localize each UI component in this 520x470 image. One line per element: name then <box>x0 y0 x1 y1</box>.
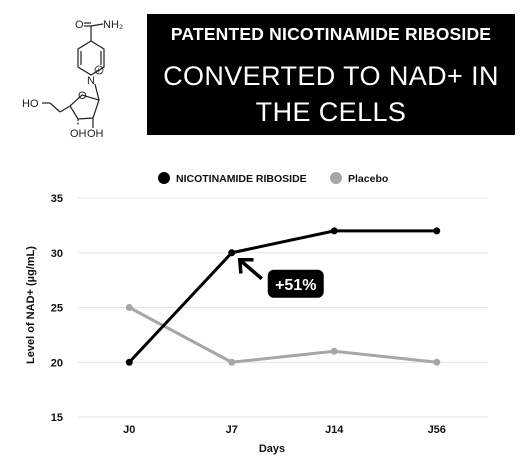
title-banner: PATENTED NICOTINAMIDE RIBOSIDE CONVERTED… <box>147 14 515 135</box>
data-point-placebo <box>433 358 441 366</box>
ribose-oxygen-label: O <box>78 90 87 102</box>
x-axis-ticks: J0 J7 J14 J56 <box>123 424 446 436</box>
chart-series <box>125 227 441 366</box>
data-point-nicotinamide-riboside <box>330 227 338 235</box>
x-axis-label: Days <box>259 443 285 455</box>
x-tick-label: J14 <box>325 424 344 436</box>
x-tick-label: J0 <box>123 424 135 436</box>
y-tick-label: 35 <box>51 193 63 205</box>
legend-marker <box>330 172 342 184</box>
x-tick-label: J56 <box>428 424 446 436</box>
nad-level-chart: NICOTINAMIDE RIBOSIDE Placebo 1520253035 … <box>25 172 488 455</box>
data-point-placebo <box>330 347 338 355</box>
chart-legend: NICOTINAMIDE RIBOSIDE Placebo <box>158 172 388 185</box>
banner-subheadline: CONVERTED TO NAD+ IN THE CELLS <box>163 61 499 127</box>
data-point-nicotinamide-riboside <box>228 249 236 257</box>
data-point-placebo <box>125 304 133 311</box>
y-tick-label: 25 <box>51 303 63 315</box>
hydroxyl-left-label: HO <box>22 98 39 110</box>
y-tick-label: 15 <box>51 412 63 424</box>
y-axis-label: Level of NAD+ (µg/mL) <box>25 246 37 364</box>
y-tick-label: 20 <box>51 357 63 369</box>
annotation-badge <box>267 269 324 298</box>
data-point-nicotinamide-riboside <box>125 358 133 366</box>
hydroxyl-bottom-right-label: OH <box>87 128 104 140</box>
chart-annotation: +51% <box>237 258 324 298</box>
hydroxyl-bottom-left-label: OH <box>70 128 87 140</box>
annotation-label: +51% <box>275 277 316 294</box>
carbonyl-oxygen-label: O <box>75 19 84 31</box>
amide-label: NH₂ <box>103 19 123 31</box>
legend-label: Placebo <box>348 173 388 185</box>
positive-charge-circle <box>94 65 104 75</box>
y-axis-ticks: 15 20 25 30 35 <box>51 193 63 424</box>
data-point-placebo <box>228 358 236 366</box>
data-point-nicotinamide-riboside <box>433 227 441 235</box>
series-line-nicotinamide-riboside <box>128 229 437 364</box>
x-tick-label: J7 <box>226 424 238 436</box>
y-tick-label: 30 <box>51 248 63 260</box>
banner-headline: PATENTED NICOTINAMIDE RIBOSIDE <box>170 24 492 44</box>
ring-nitrogen-label: N <box>87 75 95 87</box>
positive-charge-label: + <box>96 66 101 75</box>
annotation-arrow-head <box>237 258 254 274</box>
nicotinamide-riboside-structure: NH₂ O N + O HO OH OH <box>22 19 123 140</box>
legend-marker <box>158 172 170 184</box>
legend-label: NICOTINAMIDE RIBOSIDE <box>176 173 307 185</box>
annotation-arrow-shaft <box>239 259 263 281</box>
chart-grid <box>78 197 488 418</box>
series-line-placebo <box>128 306 437 364</box>
